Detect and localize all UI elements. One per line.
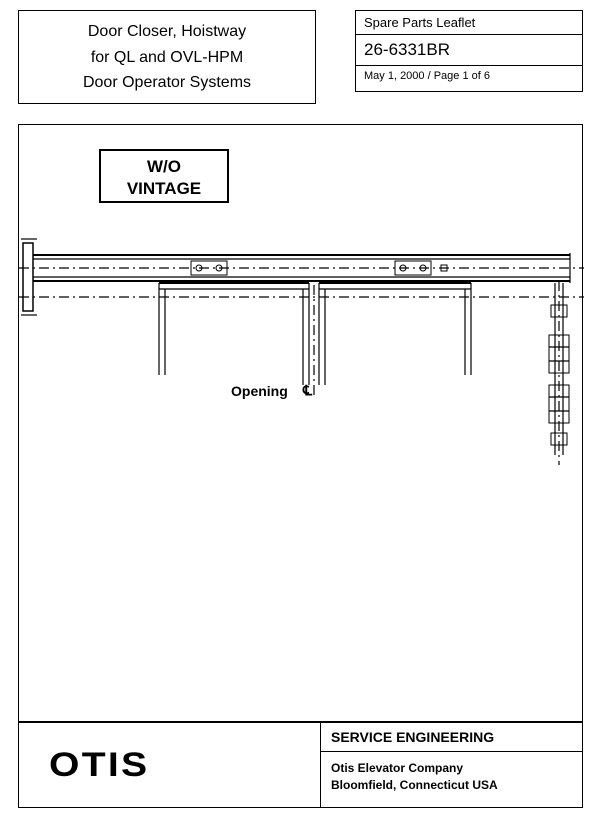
door-closer-diagram: [19, 225, 584, 475]
title-line-2: for QL and OVL-HPM: [19, 45, 315, 71]
footer-location: Bloomfield, Connecticut USA: [331, 777, 572, 794]
footer-dept: SERVICE ENGINEERING: [321, 723, 582, 752]
info-partno: 26-6331BR: [356, 34, 582, 66]
opening-label: Opening: [231, 383, 288, 399]
info-box: Spare Parts Leaflet 26-6331BR May 1, 200…: [355, 10, 583, 92]
info-leaflet: Spare Parts Leaflet: [356, 11, 582, 34]
vintage-line-2: VINTAGE: [101, 178, 227, 200]
footer-right: SERVICE ENGINEERING Otis Elevator Compan…: [320, 723, 582, 807]
main-frame: W/O VINTAGE: [18, 124, 583, 722]
footer-company-block: Otis Elevator Company Bloomfield, Connec…: [321, 752, 582, 802]
centerline-symbol: ℄: [303, 382, 312, 399]
title-box: Door Closer, Hoistway for QL and OVL-HPM…: [18, 10, 316, 104]
footer-left: OTIS: [19, 723, 320, 807]
title-line-3: Door Operator Systems: [19, 70, 315, 96]
footer: OTIS SERVICE ENGINEERING Otis Elevator C…: [18, 722, 583, 808]
footer-company: Otis Elevator Company: [331, 760, 572, 777]
info-date-page: May 1, 2000 / Page 1 of 6: [356, 66, 582, 86]
title-line-1: Door Closer, Hoistway: [19, 19, 315, 45]
vintage-line-1: W/O: [101, 156, 227, 178]
vintage-box: W/O VINTAGE: [99, 149, 229, 203]
otis-logo: OTIS: [49, 746, 149, 785]
